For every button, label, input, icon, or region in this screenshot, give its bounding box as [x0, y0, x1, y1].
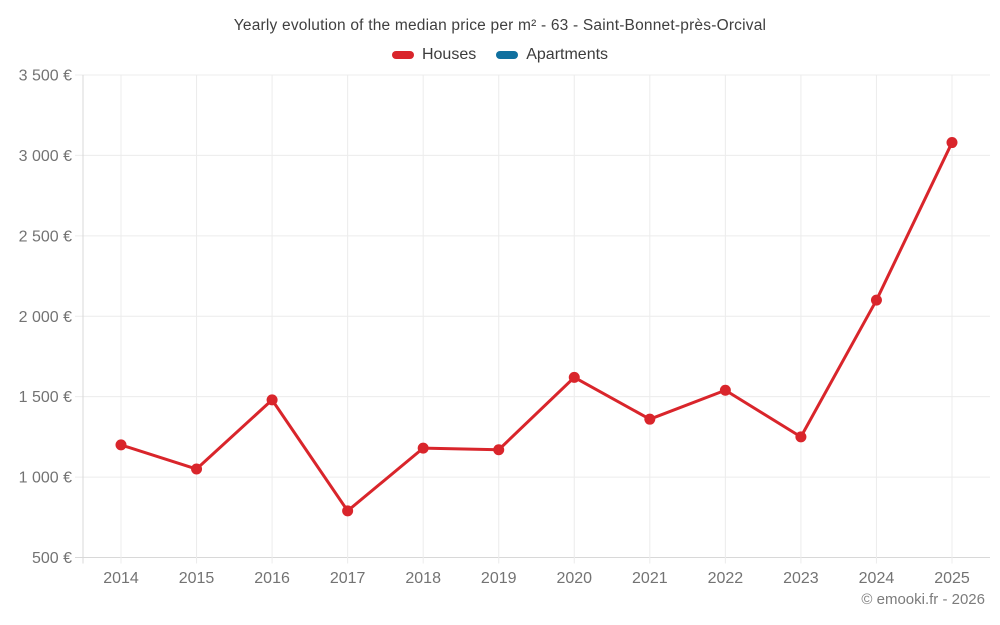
- legend: Houses Apartments: [0, 46, 1000, 64]
- data-point-houses-2018[interactable]: [417, 442, 429, 454]
- x-axis-tick-label: 2015: [179, 570, 215, 587]
- x-axis-tick-label: 2016: [254, 570, 290, 587]
- y-axis-tick-label: 2 500 €: [19, 228, 72, 245]
- y-axis-tick-label: 1 500 €: [19, 389, 72, 406]
- x-axis-tick-label: 2018: [405, 570, 441, 587]
- y-axis-tick-label: 2 000 €: [19, 309, 72, 326]
- x-axis-tick-label: 2024: [859, 570, 895, 587]
- y-axis-tick-label: 500 €: [32, 550, 72, 567]
- x-axis-tick-label: 2017: [330, 570, 366, 587]
- x-axis-tick-label: 2021: [632, 570, 668, 587]
- legend-item-houses[interactable]: Houses: [391, 46, 477, 64]
- legend-item-apartments[interactable]: Apartments: [496, 46, 608, 64]
- data-point-houses-2017[interactable]: [342, 505, 354, 517]
- x-axis-tick-label: 2020: [556, 570, 592, 587]
- data-point-houses-2014[interactable]: [115, 439, 127, 451]
- data-point-houses-2016[interactable]: [266, 394, 278, 406]
- data-point-houses-2024[interactable]: [870, 294, 882, 306]
- houses-series-swatch-icon: [391, 51, 414, 59]
- data-point-houses-2022[interactable]: [719, 384, 731, 396]
- y-axis-tick-label: 3 500 €: [19, 68, 72, 85]
- chart-title: Yearly evolution of the median price per…: [233, 17, 767, 34]
- legend-label-apartments: Apartments: [526, 46, 609, 63]
- y-axis-tick-label: 1 000 €: [19, 470, 72, 487]
- data-point-houses-2021[interactable]: [644, 413, 656, 425]
- x-axis-tick-label: 2023: [783, 570, 819, 587]
- apartments-series-swatch-icon: [496, 51, 519, 59]
- x-axis-tick-label: 2022: [708, 570, 744, 587]
- data-point-houses-2019[interactable]: [493, 444, 505, 456]
- copyright-footer: © emooki.fr - 2026: [861, 591, 985, 608]
- data-point-houses-2025[interactable]: [946, 137, 958, 149]
- y-axis-tick-label: 3 000 €: [19, 148, 72, 165]
- legend-label-houses: Houses: [421, 46, 477, 63]
- data-point-houses-2023[interactable]: [795, 431, 807, 443]
- data-point-houses-2015[interactable]: [191, 463, 203, 475]
- series-line-houses: [119, 141, 954, 513]
- x-axis-tick-label: 2025: [934, 570, 970, 587]
- x-axis-tick-label: 2014: [103, 570, 139, 587]
- data-point-houses-2020[interactable]: [568, 371, 580, 383]
- x-axis-tick-label: 2019: [481, 570, 517, 587]
